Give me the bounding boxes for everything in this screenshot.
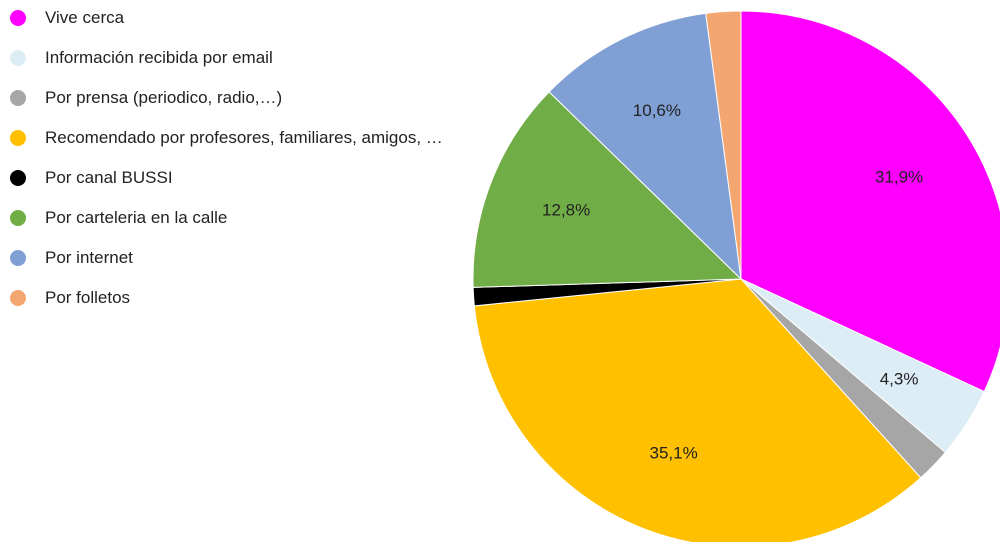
legend-swatch: [10, 210, 26, 226]
pie-slice: [472, 91, 743, 288]
data-label: 12,8%: [542, 201, 590, 220]
legend-label: Por internet: [45, 248, 133, 267]
legend-label: Por prensa (periodico, radio,…): [45, 88, 283, 107]
pie-slice: [473, 278, 922, 542]
legend-item: Por prensa (periodico, radio,…): [10, 88, 450, 107]
legend-swatch: [10, 250, 26, 266]
legend-label: Por carteleria en la calle: [45, 208, 228, 227]
legend-item: Por internet: [10, 248, 450, 267]
legend-item: Por folletos: [10, 288, 450, 307]
legend-label: Recomendado por profesores, familiares, …: [45, 128, 443, 147]
legend-label: Por canal BUSSI: [45, 168, 173, 187]
legend-swatch: [10, 130, 26, 146]
legend: Vive cerca Información recibida por email…: [10, 8, 450, 328]
pie-slice: [548, 12, 742, 281]
pie-slice: [740, 10, 1000, 393]
legend-item: Por canal BUSSI: [10, 168, 450, 187]
legend-item: Por carteleria en la calle: [10, 208, 450, 227]
data-label: 4,3%: [880, 370, 919, 389]
legend-swatch: [10, 50, 26, 66]
data-label: 35,1%: [649, 444, 697, 463]
legend-item: Información recibida por email: [10, 48, 450, 67]
pie-slice: [705, 10, 742, 280]
data-label: 31,9%: [875, 167, 923, 186]
data-label: 10,6%: [633, 101, 681, 120]
legend-item: Vive cerca: [10, 8, 450, 27]
legend-swatch: [10, 170, 26, 186]
legend-item: Recomendado por profesores, familiares, …: [10, 128, 450, 147]
legend-label: Vive cerca: [45, 8, 125, 27]
legend-swatch: [10, 10, 26, 26]
legend-label: Por folletos: [45, 288, 131, 307]
legend-label: Información recibida por email: [45, 48, 273, 67]
legend-swatch: [10, 90, 26, 106]
legend-swatch: [10, 290, 26, 306]
